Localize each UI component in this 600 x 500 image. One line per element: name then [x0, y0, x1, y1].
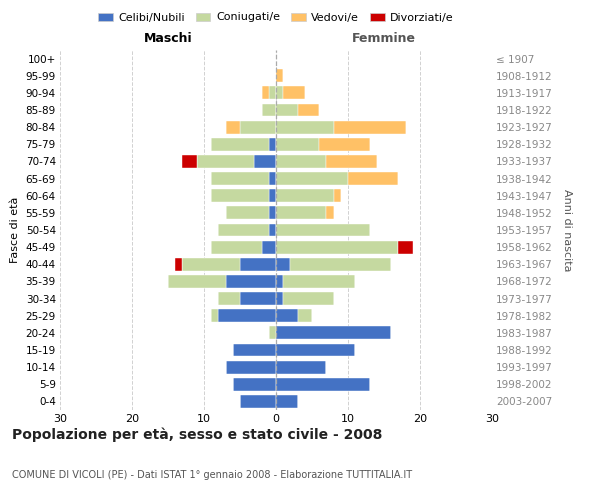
Text: Femmine: Femmine [352, 32, 416, 45]
Bar [240, 258, 276, 270]
Bar [319, 138, 370, 150]
Bar [298, 310, 312, 322]
Bar [276, 104, 298, 117]
Bar [276, 344, 355, 356]
Text: Popolazione per età, sesso e stato civile - 2008: Popolazione per età, sesso e stato civil… [12, 428, 382, 442]
Bar [326, 155, 377, 168]
Bar [283, 275, 355, 288]
Bar [298, 104, 319, 117]
Bar [276, 138, 319, 150]
Bar [182, 155, 197, 168]
Legend: Celibi/Nubili, Coniugati/e, Vedovi/e, Divorziati/e: Celibi/Nubili, Coniugati/e, Vedovi/e, Di… [94, 8, 458, 27]
Bar [276, 190, 334, 202]
Bar [168, 275, 226, 288]
Bar [348, 172, 398, 185]
Bar [226, 275, 276, 288]
Bar [276, 292, 283, 305]
Bar [211, 310, 218, 322]
Bar [233, 378, 276, 390]
Text: Maschi: Maschi [143, 32, 193, 45]
Bar [276, 172, 348, 185]
Bar [226, 206, 269, 220]
Text: COMUNE DI VICOLI (PE) - Dati ISTAT 1° gennaio 2008 - Elaborazione TUTTITALIA.IT: COMUNE DI VICOLI (PE) - Dati ISTAT 1° ge… [12, 470, 412, 480]
Bar [211, 172, 269, 185]
Bar [276, 378, 370, 390]
Bar [276, 310, 298, 322]
Bar [254, 155, 276, 168]
Bar [269, 224, 276, 236]
Bar [233, 344, 276, 356]
Bar [211, 138, 269, 150]
Bar [226, 360, 276, 374]
Bar [211, 240, 262, 254]
Bar [283, 292, 334, 305]
Bar [175, 258, 182, 270]
Bar [276, 86, 283, 100]
Bar [269, 326, 276, 340]
Bar [276, 360, 326, 374]
Bar [283, 86, 305, 100]
Bar [262, 104, 276, 117]
Bar [276, 395, 298, 408]
Bar [269, 206, 276, 220]
Bar [326, 206, 334, 220]
Bar [290, 258, 391, 270]
Bar [276, 120, 334, 134]
Bar [269, 172, 276, 185]
Bar [398, 240, 413, 254]
Bar [240, 395, 276, 408]
Bar [334, 190, 341, 202]
Bar [276, 155, 326, 168]
Bar [269, 86, 276, 100]
Bar [276, 258, 290, 270]
Bar [218, 224, 269, 236]
Bar [218, 310, 276, 322]
Bar [276, 275, 283, 288]
Bar [276, 206, 326, 220]
Bar [276, 224, 370, 236]
Bar [182, 258, 240, 270]
Bar [211, 190, 269, 202]
Bar [240, 120, 276, 134]
Y-axis label: Fasce di età: Fasce di età [10, 197, 20, 263]
Bar [218, 292, 240, 305]
Bar [269, 190, 276, 202]
Bar [240, 292, 276, 305]
Bar [269, 138, 276, 150]
Y-axis label: Anni di nascita: Anni di nascita [562, 188, 572, 271]
Bar [262, 86, 269, 100]
Bar [276, 326, 391, 340]
Bar [276, 240, 398, 254]
Bar [334, 120, 406, 134]
Bar [226, 120, 240, 134]
Bar [276, 70, 283, 82]
Bar [197, 155, 254, 168]
Bar [262, 240, 276, 254]
